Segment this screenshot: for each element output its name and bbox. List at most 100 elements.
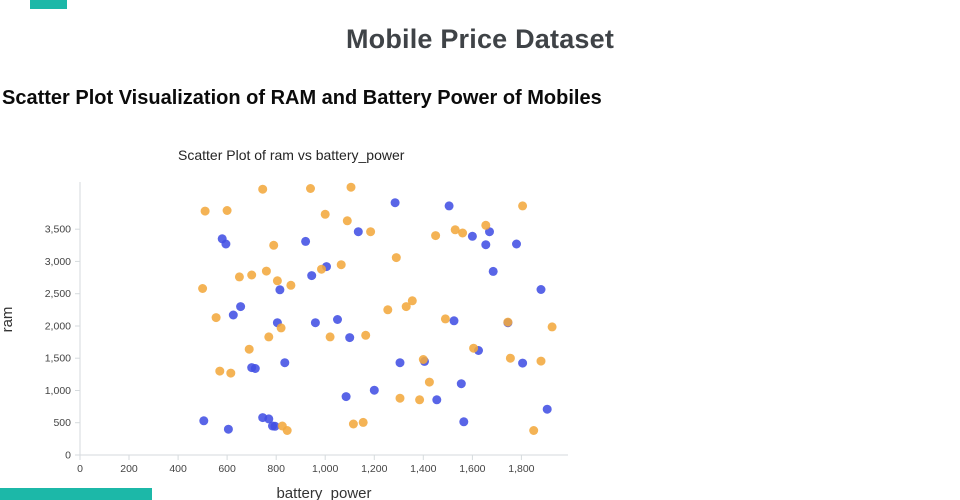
scatter-point: [198, 284, 208, 293]
scatter-point: [325, 332, 335, 342]
accent-bar-bottom: [0, 488, 152, 500]
scatter-point: [407, 296, 417, 306]
scatter-point: [467, 231, 477, 241]
scatter-point: [199, 416, 209, 426]
scatter-point: [307, 271, 317, 281]
x-tick-label: 1,000: [312, 463, 338, 475]
scatter-point: [536, 356, 546, 366]
scatter-point: [391, 253, 401, 263]
x-axis-label: battery_power: [276, 485, 371, 500]
scatter-point: [529, 426, 539, 435]
y-tick-label: 1,000: [45, 385, 71, 397]
scatter-point: [536, 285, 546, 294]
x-tick-label: 600: [218, 463, 236, 475]
scatter-point: [505, 353, 515, 363]
scatter-point: [366, 227, 376, 237]
y-tick-label: 3,000: [45, 256, 71, 268]
scatter-point: [264, 414, 274, 424]
scatter-point: [459, 417, 469, 427]
y-tick-label: 3,500: [45, 224, 71, 236]
x-tick-label: 1,600: [459, 463, 485, 475]
scatter-point: [264, 332, 274, 342]
x-tick-label: 0: [77, 463, 83, 475]
scatter-point: [270, 421, 280, 431]
scatter-point: [458, 228, 468, 238]
y-tick-label: 500: [53, 417, 71, 429]
scatter-point: [469, 343, 479, 353]
scatter-point: [395, 393, 405, 403]
chart-title: Scatter Plot of ram vs battery_power: [178, 147, 405, 163]
y-tick-label: 1,500: [45, 353, 71, 365]
scatter-point: [518, 358, 528, 368]
scatter-point: [333, 315, 342, 324]
scatter-point: [424, 377, 434, 387]
scatter-point: [226, 368, 236, 378]
scatter-point: [432, 395, 442, 405]
x-tick-label: 200: [120, 463, 138, 475]
scatter-point: [200, 206, 210, 216]
scatter-point: [244, 344, 254, 354]
scatter-point: [456, 379, 466, 389]
scatter-point: [258, 184, 268, 194]
scatter-point: [250, 364, 260, 373]
x-tick-label: 1,800: [508, 463, 534, 475]
scatter-point: [449, 316, 459, 326]
scatter-point: [341, 392, 351, 402]
scatter-point: [247, 270, 257, 280]
scatter-point: [401, 302, 411, 312]
scatter-point: [345, 333, 355, 343]
scatter-point: [512, 239, 521, 249]
scatter-point: [320, 209, 330, 219]
scatter-point: [276, 323, 286, 333]
scatter-point: [547, 322, 557, 332]
scatter-point: [215, 366, 225, 376]
scatter-point: [236, 302, 246, 312]
scatter-point: [481, 240, 491, 250]
scatter-point: [269, 240, 279, 250]
scatter-point: [310, 318, 320, 328]
y-tick-label: 2,000: [45, 321, 71, 333]
page-title: Mobile Price Dataset: [345, 24, 615, 54]
scatter-point: [336, 260, 346, 270]
scatter-point: [261, 266, 271, 276]
scatter-point: [286, 280, 296, 290]
scatter-point: [234, 272, 244, 282]
scatter-point: [306, 184, 315, 193]
scatter-point: [369, 385, 379, 395]
scatter-point: [221, 239, 231, 249]
scatter-point: [301, 236, 311, 246]
y-tick-label: 0: [65, 450, 71, 462]
scatter-point: [228, 310, 238, 320]
y-tick-label: 2,500: [45, 288, 71, 300]
scatter-point: [272, 276, 282, 286]
scatter-point: [450, 225, 460, 235]
scatter-point: [503, 317, 513, 327]
scatter-point: [444, 201, 454, 211]
x-tick-label: 1,400: [410, 463, 436, 475]
scatter-point: [488, 266, 498, 276]
scatter-point: [282, 426, 292, 435]
section-heading: Scatter Plot Visualization of RAM and Ba…: [2, 87, 602, 109]
accent-bar-top: [30, 0, 67, 9]
scatter-point: [481, 220, 491, 230]
scatter-point: [358, 417, 368, 427]
scatter-point: [518, 201, 528, 211]
scatter-point: [280, 358, 290, 368]
scatter-point: [390, 198, 400, 208]
scatter-point: [275, 285, 285, 295]
x-tick-label: 400: [169, 463, 187, 475]
scatter-point: [542, 404, 552, 414]
scatter-point: [342, 216, 352, 226]
scatter-point: [346, 182, 356, 192]
y-axis-label: ram: [0, 307, 16, 333]
scatter-point: [418, 355, 428, 364]
scatter-point: [353, 227, 363, 237]
scatter-point: [383, 305, 393, 315]
scatter-point: [431, 231, 441, 241]
scatter-point: [440, 314, 450, 324]
x-tick-label: 1,200: [361, 463, 387, 475]
scatter-point: [317, 264, 326, 274]
scatter-point: [415, 395, 425, 405]
scatter-point: [222, 206, 232, 215]
scatter-plot-area: 0 200 400 600 800 1,000 1,200 1,400 1,600 1,800 0 5…: [0, 182, 568, 500]
